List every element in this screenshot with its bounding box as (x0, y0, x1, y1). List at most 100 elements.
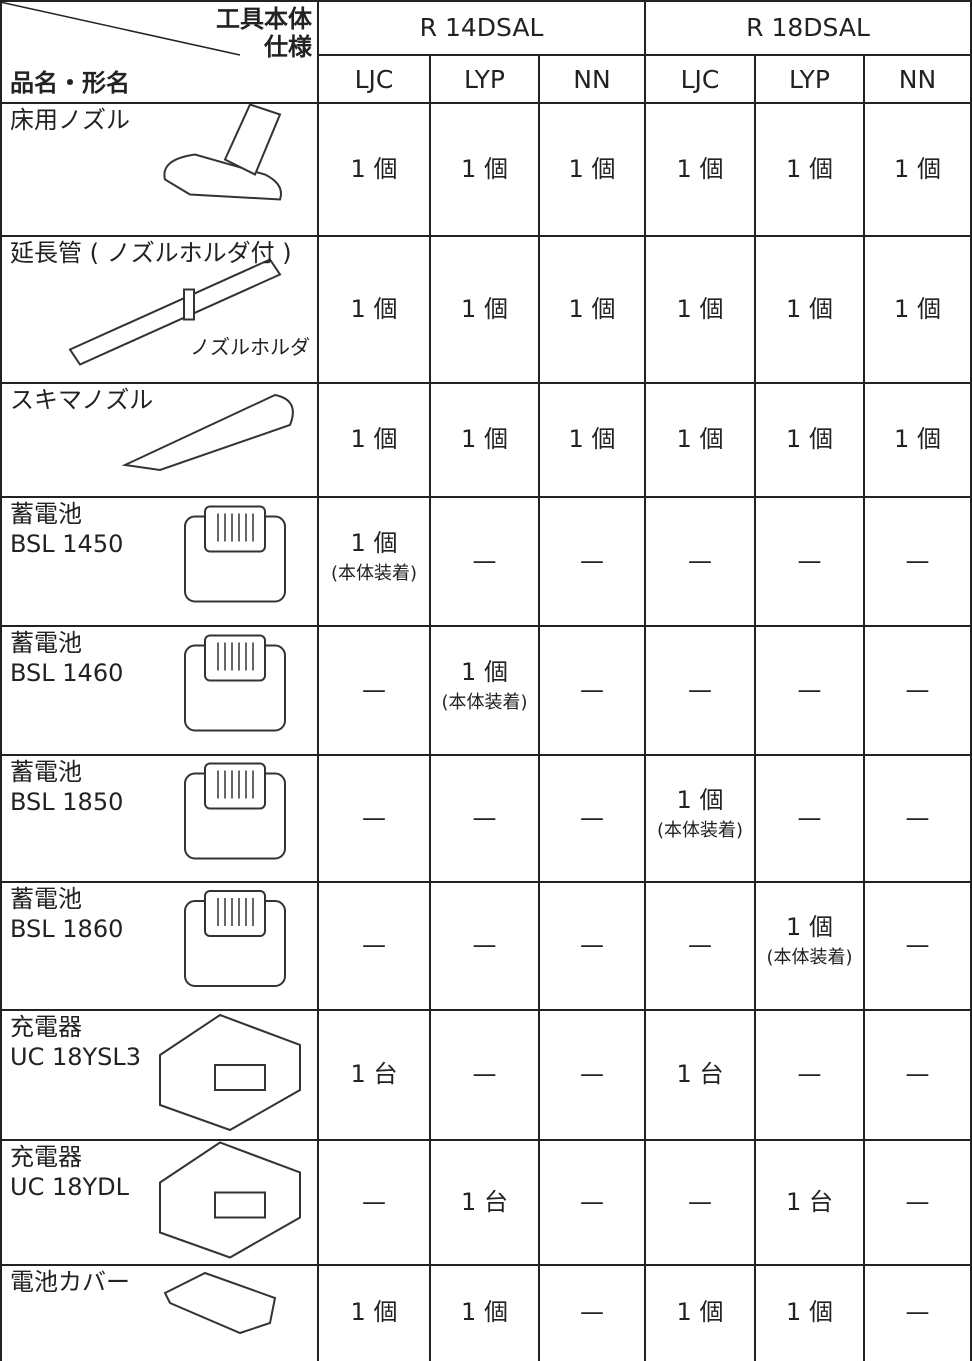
icon (223, 103, 282, 176)
cell-value: — (905, 546, 930, 575)
item-model: BSL 1850 (10, 788, 124, 816)
icon (204, 505, 266, 553)
item-label: 品名・形名 (10, 69, 130, 97)
cell-value: — (688, 546, 712, 575)
cell-value: 1 個 (894, 154, 941, 183)
cell-value: — (797, 803, 822, 832)
cell-value: 1 個 (461, 657, 508, 686)
item-name: スキマノズル (10, 386, 154, 414)
cell-value: — (580, 931, 604, 959)
cell-note: (本体装着) (766, 947, 853, 968)
item-name: 延長管 ( ノズルホルダ付 ) (10, 239, 292, 267)
cell-value: — (580, 1187, 604, 1216)
item-model: UC 18YDL (10, 1173, 130, 1201)
item-name: 蓄電池 (10, 758, 82, 786)
cell-note: (本体装着) (441, 691, 528, 713)
spec-label: 仕様 (264, 33, 312, 61)
cell-value: — (362, 675, 386, 704)
item-name: 充電器 (10, 1143, 82, 1171)
cell-value: — (362, 931, 386, 959)
group-header: R 18DSAL (746, 13, 870, 42)
cell-value: — (905, 1060, 930, 1088)
cell-value: 1 個 (568, 154, 616, 183)
variant-header: LYP (789, 65, 830, 94)
icon (214, 1191, 266, 1219)
cell-value: 1 個 (676, 425, 724, 453)
icon (204, 890, 266, 937)
cell-value: 1 個 (894, 425, 941, 453)
item-name: 床用ノズル (10, 106, 130, 134)
cell-value: — (905, 675, 930, 704)
cell-value: — (905, 1298, 930, 1326)
cell-note: (本体装着) (656, 819, 744, 841)
icon (68, 258, 282, 366)
cell-value: 1 個 (461, 154, 508, 183)
cell-value: 1 個 (350, 425, 398, 453)
item-caption: ノズルホルダ (190, 335, 310, 359)
cell-value: — (580, 1298, 604, 1326)
cell-value: 1 台 (461, 1187, 508, 1216)
variant-header: NN (573, 65, 611, 94)
item-name: 充電器 (10, 1013, 82, 1041)
cell-value: — (797, 546, 822, 575)
cell-value: — (580, 675, 604, 704)
item-model: BSL 1450 (10, 530, 124, 558)
variant-header: LJC (680, 65, 720, 94)
cell-value: 1 個 (676, 785, 724, 814)
icon (121, 393, 294, 472)
cell-value: — (797, 1060, 822, 1088)
cell-value: — (472, 1060, 497, 1088)
cell-value: 1 個 (894, 294, 941, 323)
cell-value: 1 個 (568, 425, 616, 453)
cell-value: 1 個 (568, 294, 616, 323)
icon (163, 1271, 277, 1335)
cell-value: — (472, 803, 497, 832)
cell-value: — (688, 1187, 712, 1216)
cell-value: 1 個 (786, 1298, 833, 1326)
cell-value: 1 個 (676, 154, 724, 183)
item-name: 電池カバー (10, 1268, 130, 1296)
cell-value: — (905, 803, 930, 832)
item-model: BSL 1860 (10, 915, 124, 943)
cell-value: 1 個 (350, 294, 398, 323)
variant-header: LJC (354, 65, 394, 94)
cell-value: 1 個 (461, 1298, 508, 1326)
icon (204, 762, 266, 810)
cell-value: — (472, 546, 497, 575)
cell-value: — (362, 803, 386, 832)
cell-value: — (580, 546, 604, 575)
cell-value: 1 台 (786, 1187, 833, 1216)
cell-value: 1 台 (676, 1060, 724, 1088)
cell-value: 1 個 (786, 425, 833, 453)
cell-value: — (362, 1187, 386, 1216)
tool-label: 工具本体 (216, 5, 312, 33)
icon (183, 288, 195, 321)
cell-value: 1 個 (676, 294, 724, 323)
cell-value: — (580, 1060, 604, 1088)
cell-value: — (797, 675, 822, 704)
cell-value: 1 個 (350, 1298, 398, 1326)
cell-value: 1 個 (350, 154, 398, 183)
cell-value: — (905, 931, 930, 959)
cell-value: — (905, 1187, 930, 1216)
cell-value: 1 個 (350, 528, 398, 557)
item-name: 蓄電池 (10, 885, 82, 913)
variant-header: LYP (464, 65, 505, 94)
item-model: BSL 1460 (10, 659, 124, 687)
cell-value: — (580, 803, 604, 832)
icon (214, 1064, 266, 1091)
cell-value: 1 個 (676, 1298, 724, 1326)
icon (163, 153, 282, 201)
cell-value: 1 個 (786, 294, 833, 323)
cell-value: 1 個 (786, 913, 833, 941)
cell-value: 1 台 (350, 1060, 398, 1088)
item-name: 蓄電池 (10, 500, 82, 528)
cell-value: — (472, 931, 497, 959)
icon (204, 634, 266, 682)
cell-value: — (688, 931, 712, 959)
cell-value: — (688, 675, 712, 704)
diagonal (0, 1, 241, 56)
cell-value: 1 個 (461, 425, 508, 453)
